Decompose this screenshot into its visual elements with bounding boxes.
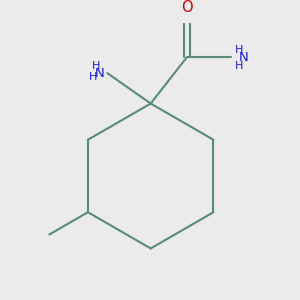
Text: H: H (89, 72, 98, 82)
Text: N: N (239, 51, 249, 64)
Text: H: H (235, 45, 243, 55)
Text: N: N (95, 67, 104, 80)
Text: O: O (181, 0, 193, 15)
Text: H: H (92, 61, 100, 71)
Text: H: H (235, 61, 243, 71)
